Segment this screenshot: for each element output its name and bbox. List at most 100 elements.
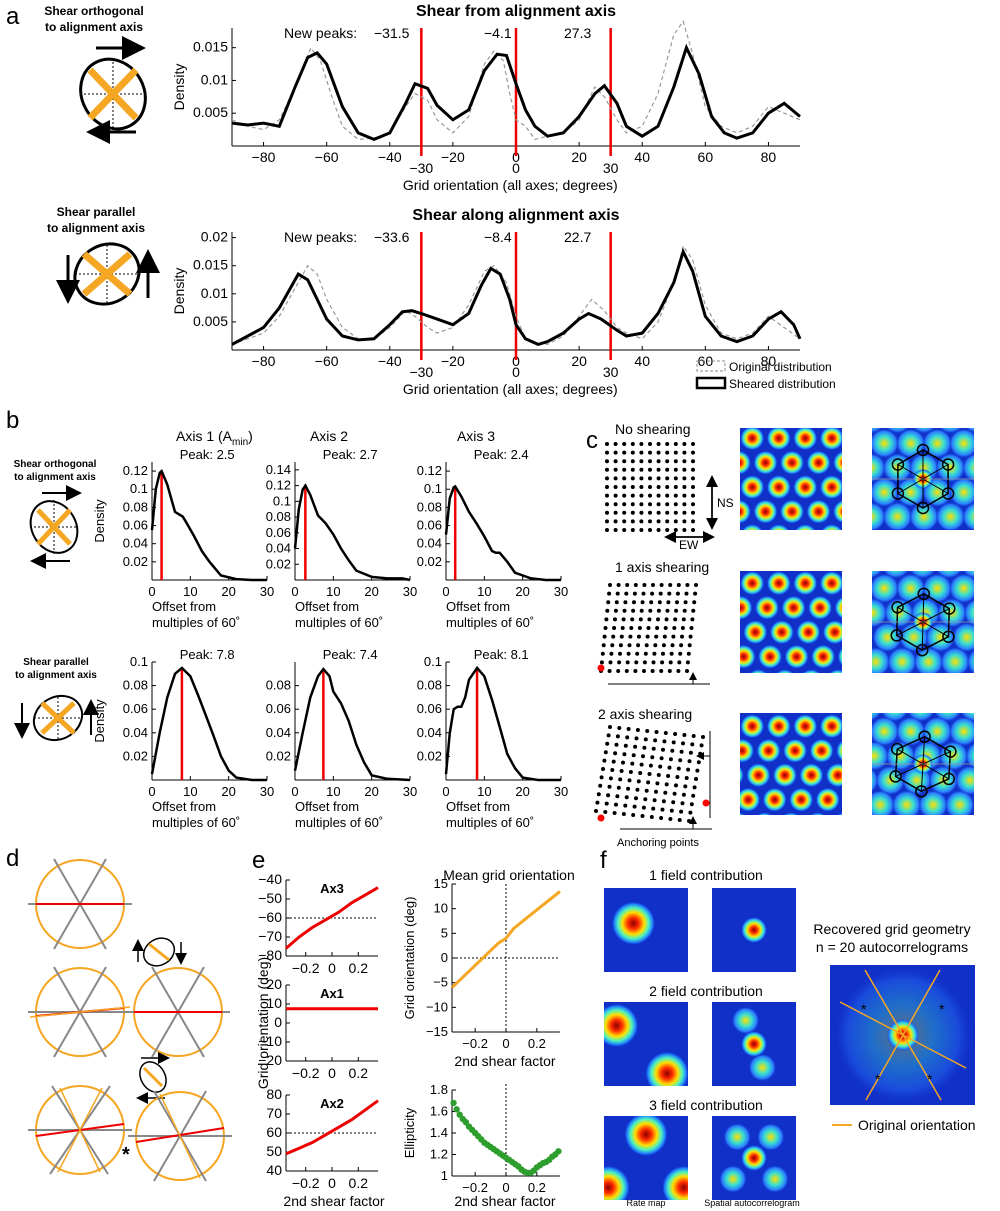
firing-field	[882, 501, 913, 530]
lattice-dot	[666, 600, 671, 605]
lattice-dot	[656, 485, 661, 489]
firing-field	[872, 713, 882, 722]
lattice-dot	[685, 669, 689, 673]
lattice-dot	[630, 467, 635, 472]
y-tick-label: 0.02	[417, 554, 442, 569]
lattice-dot	[685, 583, 690, 587]
d-diagram-parallel-a	[28, 966, 132, 1058]
firing-field	[962, 502, 974, 530]
dot-lattice-two-axis	[594, 725, 705, 823]
lattice-dot	[665, 442, 670, 446]
side-label-line-1: Shear parallel	[23, 657, 89, 668]
lattice-dot	[636, 643, 641, 648]
lattice-dot	[616, 669, 621, 673]
lattice-dot	[682, 467, 687, 472]
rate-map	[604, 1002, 688, 1086]
shear-orthogonal-icon	[79, 36, 147, 144]
lattice-dot	[612, 811, 617, 815]
firing-field	[756, 738, 781, 763]
peak-circle	[941, 487, 955, 500]
firing-field	[772, 763, 797, 788]
lattice-dot	[626, 786, 631, 791]
x-tick-label: −0.2	[292, 1065, 320, 1081]
panel-b-side-top: Shear orthogonal to alignment axis	[14, 459, 97, 483]
lattice-dot	[673, 493, 678, 498]
lattice-dot	[598, 783, 603, 788]
lattice-dot	[604, 801, 609, 806]
firing-field	[740, 428, 765, 451]
new-peak-value: −33.6	[374, 229, 410, 245]
lattice-dot	[686, 651, 691, 656]
lattice-dot	[605, 528, 609, 532]
lattice-dot	[671, 740, 676, 745]
x-tick-label: −60	[315, 149, 339, 165]
lattice-dot	[641, 805, 646, 810]
lattice-dot	[682, 502, 687, 507]
firing-field	[872, 477, 900, 508]
y-tick-label: 0.04	[123, 536, 148, 551]
lattice-dot	[668, 660, 673, 665]
spoke	[922, 464, 949, 480]
offset-density-line	[293, 667, 411, 782]
lattice-dot	[639, 485, 644, 489]
lattice-dot	[648, 450, 652, 455]
lattice-dot	[673, 450, 678, 455]
lattice-dot	[659, 816, 664, 820]
new-peak-value: 22.7	[564, 229, 591, 245]
lattice-dot	[691, 450, 695, 455]
lattice-dot	[605, 493, 609, 498]
offset-density-plot: 0 10 20 30 0.020.040.060.080.10.120.14 Peak: …	[266, 447, 418, 630]
y-tick-label: 0.04	[123, 725, 148, 740]
lattice-dot	[675, 600, 679, 605]
lattice-dot	[608, 583, 612, 587]
spoke	[922, 763, 950, 780]
rate-maps-f	[604, 888, 796, 1200]
y-tick-label: −40	[258, 871, 282, 887]
axis3-title: Axis 3	[457, 428, 495, 444]
lattice-dot	[658, 591, 663, 596]
lattice-dot	[619, 634, 624, 639]
firing-field	[954, 765, 974, 796]
firing-field	[948, 573, 974, 604]
lattice-dot	[651, 746, 656, 751]
lattice-dot	[637, 626, 642, 630]
lattice-dot	[613, 608, 618, 613]
x-tick-label: 0.2	[528, 1180, 546, 1195]
y-tick-label: 0.02	[266, 556, 291, 571]
firing-field	[793, 714, 818, 739]
x-tick-label: 30	[554, 784, 568, 799]
lattice-dot	[667, 669, 672, 673]
f-row-3: 3 field contribution	[649, 1097, 763, 1113]
firing-field	[766, 428, 791, 451]
lattice-dot	[630, 459, 635, 464]
y-tick-label: 0.04	[417, 725, 442, 740]
firing-field	[806, 499, 831, 524]
lattice-dot	[651, 583, 655, 587]
dot-lattice-no-shear	[605, 442, 695, 532]
lattice-dot	[659, 669, 664, 673]
y-axis-label: Grid orientation (deg)	[402, 897, 417, 1020]
lattice-dot	[673, 485, 678, 489]
lattice-dot	[628, 634, 633, 639]
y-tick-label: 80	[266, 1086, 282, 1102]
lattice-dot	[665, 450, 670, 455]
firing-field	[781, 595, 806, 620]
lattice-dot	[648, 519, 652, 524]
y-tick-label: 1.4	[430, 1125, 448, 1140]
peak-circle	[941, 458, 955, 471]
rate-map	[740, 428, 842, 530]
lattice-dot	[679, 643, 684, 648]
lattice-dot	[612, 626, 617, 630]
e-left-ylabel: Grid orientation (deg)	[255, 957, 271, 1089]
peak-circle	[942, 772, 956, 786]
peak-circle	[889, 770, 902, 783]
lattice-dot	[625, 660, 630, 665]
lattice-dot	[605, 442, 609, 446]
new-peak-value: 27.3	[564, 25, 591, 41]
firing-field	[793, 571, 818, 596]
firing-field	[872, 573, 900, 604]
lattice-dot	[665, 485, 670, 489]
lattice-dot	[642, 669, 646, 673]
lattice-dot	[610, 768, 615, 772]
